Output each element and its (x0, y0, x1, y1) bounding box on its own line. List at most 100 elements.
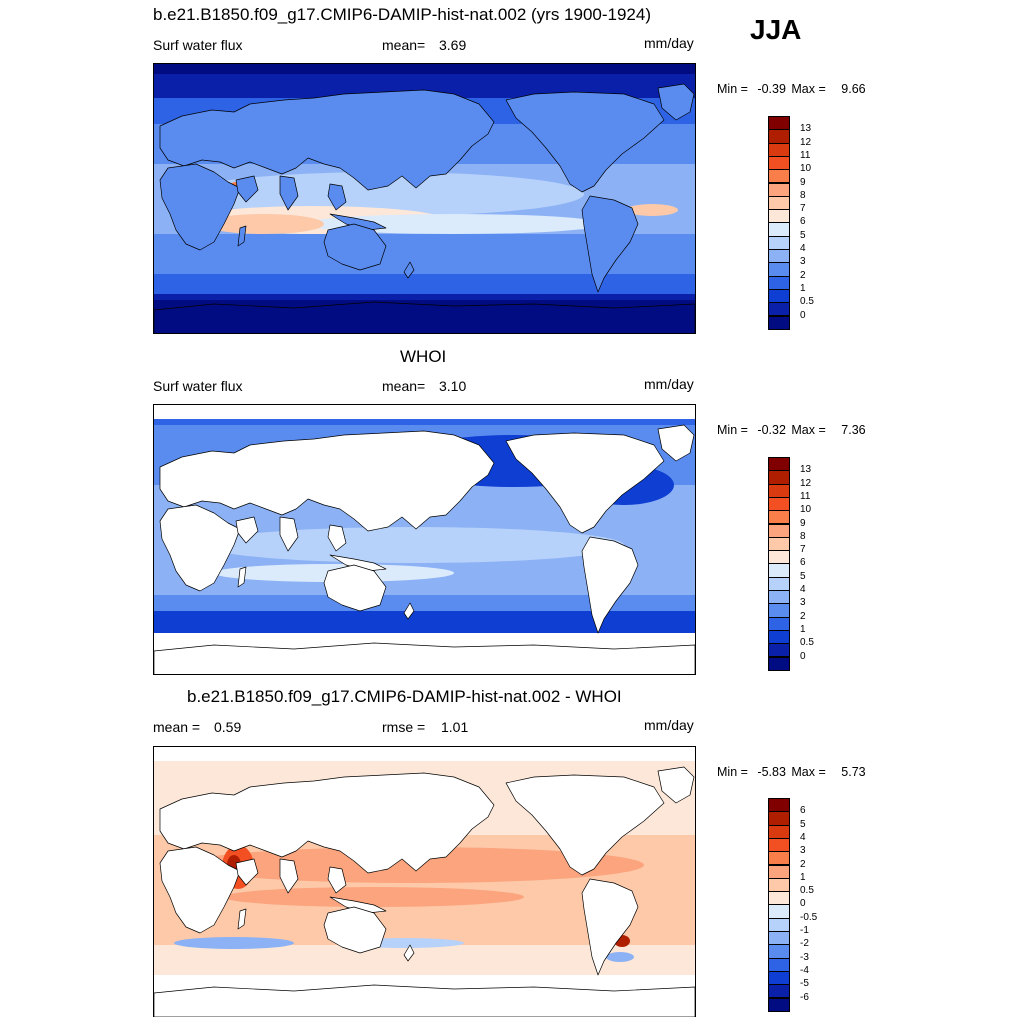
colorbar-swatch (768, 235, 790, 250)
min-label: Min = (717, 82, 748, 96)
continent-arabia (235, 516, 259, 544)
continent-africa (159, 846, 241, 934)
colorbar-tick-label: 9 (800, 176, 806, 188)
continent-south-america (581, 536, 639, 634)
colorbar-swatch (768, 142, 790, 157)
colorbar-swatch (768, 877, 790, 893)
colorbar-swatch (768, 195, 790, 211)
colorbar-swatch (768, 616, 790, 631)
continent-arabia (235, 175, 259, 203)
units-label: mm/day (644, 376, 694, 392)
panel-title: WHOI (400, 347, 447, 366)
colorbar-tick-label: 8 (800, 530, 806, 542)
colorbar-swatch (768, 957, 790, 972)
colorbar-swatch (768, 643, 790, 658)
colorbar-swatch (768, 470, 790, 485)
colorbar-swatch (768, 811, 790, 826)
units-label: mm/day (644, 717, 694, 733)
season-label: JJA (750, 14, 802, 45)
colorbar-swatch (768, 523, 790, 538)
colorbar-swatch (768, 629, 790, 645)
colorbar-tick-label: 13 (800, 123, 812, 135)
colorbar-swatch (768, 656, 790, 671)
mean-label: mean= (382, 378, 426, 394)
colorbar-swatch (768, 496, 790, 512)
colorbar-swatch (768, 851, 790, 866)
continent-greenland (657, 83, 695, 121)
colorbar-swatch (768, 864, 790, 879)
colorbar-tick-label: 3 (800, 256, 806, 268)
mean-label: mean= (382, 37, 426, 53)
continent-europe-asia (159, 430, 495, 532)
colorbar-swatch (768, 590, 790, 605)
variable-label: Surf water flux (153, 378, 243, 394)
colorbar-tick-label: 10 (800, 504, 812, 516)
continent-europe-asia (159, 772, 495, 874)
colorbar-tick-label: 0.5 (800, 296, 814, 308)
colorbar-tick-label: 0 (800, 898, 806, 910)
colorbar-swatch (768, 275, 790, 290)
rmse-label: rmse = (382, 719, 426, 735)
continent-indonesia (329, 896, 387, 914)
continent-north-america (505, 774, 665, 876)
mean-label: mean = (153, 719, 201, 735)
colorbar-swatch (768, 970, 790, 986)
colorbar-swatch (768, 837, 790, 853)
continent-southeast-asia (327, 524, 347, 552)
colorbar-swatch (768, 249, 790, 264)
colorbar-tick-label: 8 (800, 189, 806, 201)
continent-new-zealand (403, 261, 415, 279)
colorbar-tick-label: 0.5 (800, 637, 814, 649)
colorbar-swatch (768, 155, 790, 171)
max-label: Max = (791, 765, 826, 779)
min-value: -0.32 (757, 423, 786, 437)
continent-madagascar (237, 908, 247, 930)
colorbar-tick-label: 2 (800, 610, 806, 622)
colorbar-swatch (768, 891, 790, 906)
colorbar-swatch (768, 917, 790, 932)
colorbar-tick-label: 9 (800, 517, 806, 529)
colorbar-tick-label: -3 (800, 951, 809, 963)
mean-value: 3.10 (439, 378, 467, 394)
max-value: 7.36 (841, 423, 866, 437)
colorbar-tick-label: 3 (800, 845, 806, 857)
colorbar-tick-label: 3 (800, 597, 806, 609)
continent-antarctica (154, 301, 695, 333)
colorbar-swatch (768, 931, 790, 946)
mean-value: 3.69 (439, 37, 467, 53)
colorbar: 13 12 11 10 9 8 7 6 5 4 3 2 1 0.5 0 (768, 457, 814, 671)
panel-title: b.e21.B1850.f09_g17.CMIP6-DAMIP-hist-nat… (187, 687, 622, 706)
colorbar-swatch (768, 550, 790, 565)
max-value: 5.73 (841, 765, 866, 779)
colorbar-swatch (768, 798, 790, 813)
colorbar-swatch (768, 603, 790, 618)
min-label: Min = (717, 423, 748, 437)
min-value: -5.83 (757, 765, 786, 779)
continent-greenland (657, 766, 695, 804)
colorbar: 13 12 11 10 9 8 7 6 5 4 3 2 1 0.5 0 (768, 116, 814, 330)
colorbar-tick-label: 6 (800, 557, 806, 569)
min-label: Min = (717, 765, 748, 779)
continent-indonesia (329, 554, 387, 572)
continent-southeast-asia (327, 866, 347, 894)
max-value: 9.66 (841, 82, 866, 96)
colorbar-tick-label: 0 (800, 309, 806, 321)
colorbar-swatch (768, 169, 790, 184)
colorbar-tick-label: 5 (800, 570, 806, 582)
continent-new-zealand (403, 944, 415, 962)
continent-europe-asia (159, 89, 495, 191)
colorbar-tick-label: 12 (800, 477, 812, 489)
continent-australia (323, 223, 387, 271)
mean-value: 0.59 (214, 719, 242, 735)
colorbar-tick-label: 12 (800, 136, 812, 148)
continent-madagascar (237, 225, 247, 247)
max-label: Max = (791, 82, 826, 96)
continent-antarctica (154, 984, 695, 1017)
colorbar-swatch (768, 904, 790, 919)
continent-africa (159, 163, 241, 251)
colorbar-swatch (768, 483, 790, 498)
continent-antarctica (154, 642, 695, 674)
continent-india (279, 175, 299, 211)
colorbar-swatch (768, 563, 790, 578)
continent-south-america (581, 878, 639, 976)
